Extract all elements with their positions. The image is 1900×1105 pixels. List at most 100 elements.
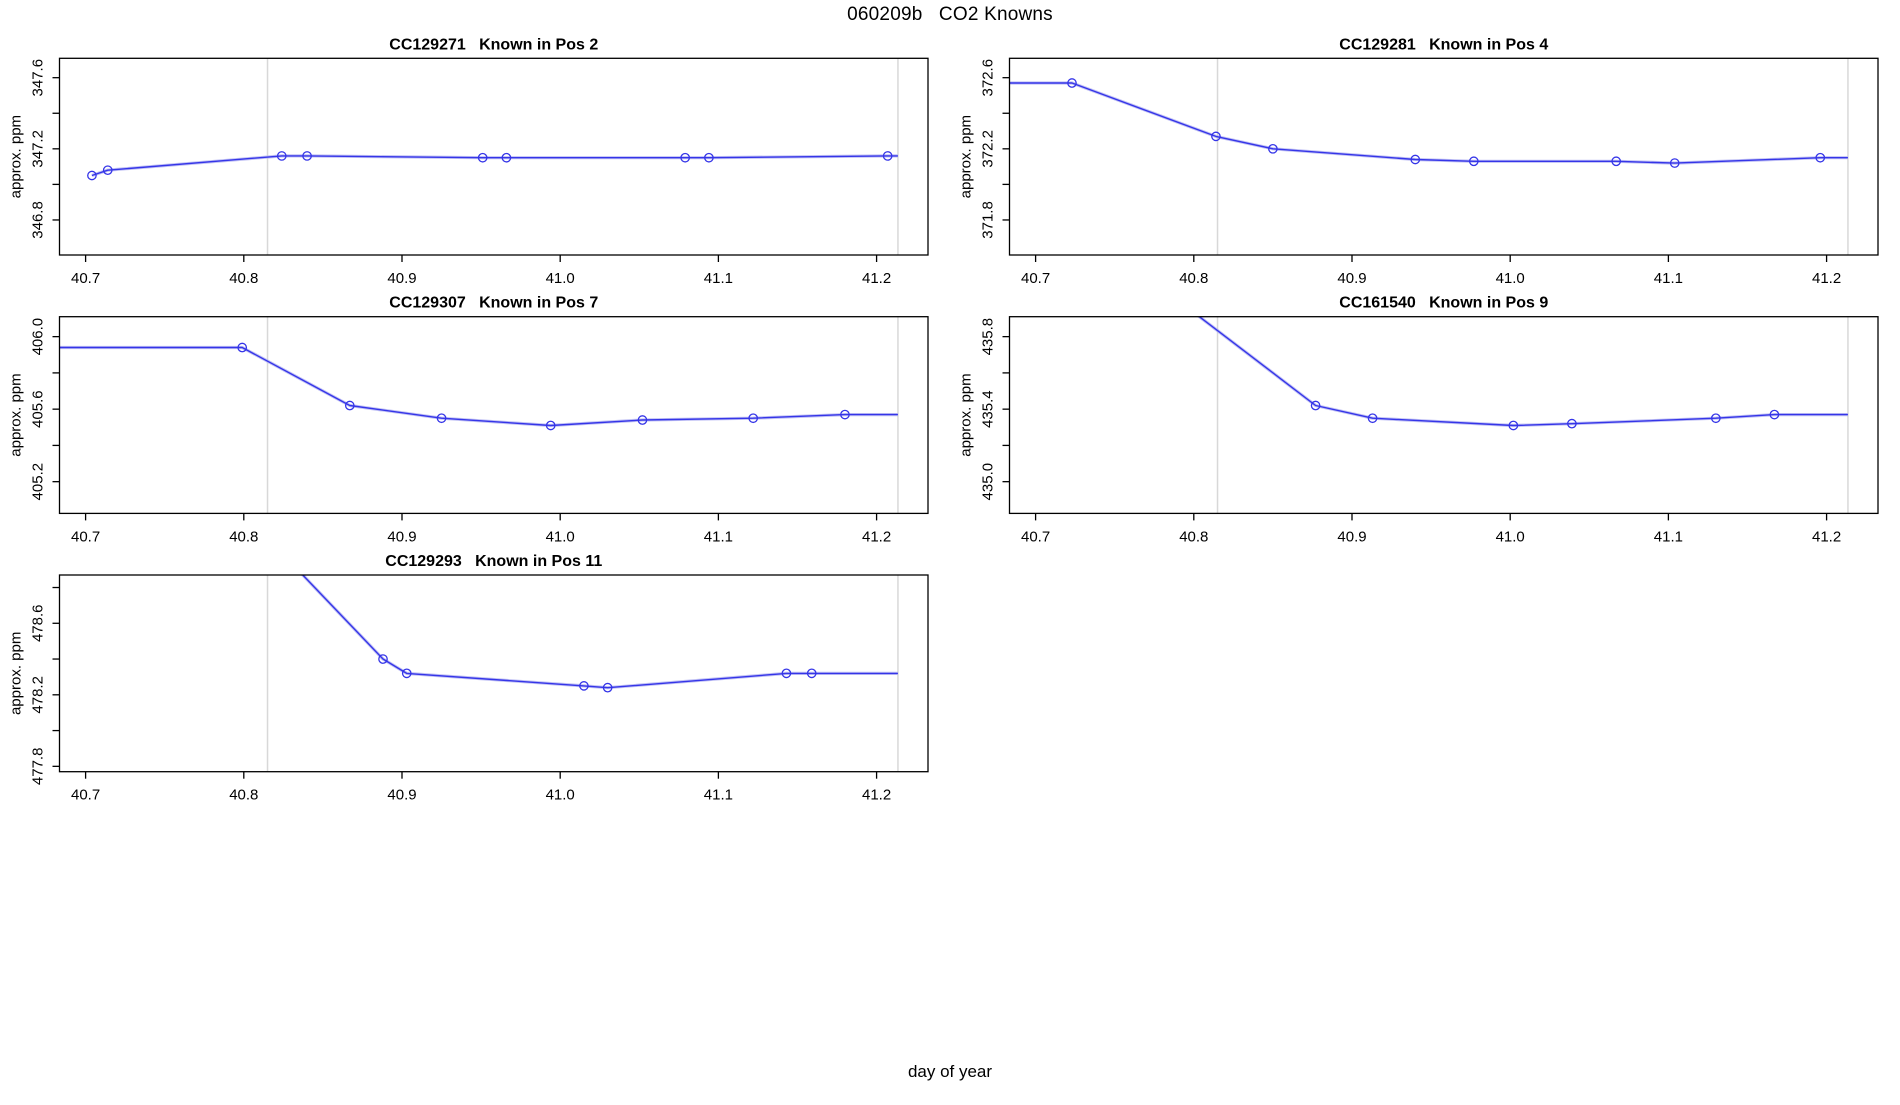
data-point: [501, 152, 512, 163]
data-point: [806, 668, 817, 679]
data-point: [882, 151, 893, 161]
plot-box: [1008, 57, 1879, 256]
plot-box: [1008, 316, 1879, 515]
x-tick-label: 41.0: [546, 270, 575, 287]
x-tick-label: 40.9: [1337, 270, 1366, 287]
x-tick-label: 40.8: [1179, 528, 1208, 545]
data-point: [1769, 409, 1780, 420]
plot-box: [58, 574, 929, 773]
x-tick-label: 41.1: [1654, 270, 1683, 287]
data-point: [1067, 78, 1077, 88]
data-point: [704, 152, 714, 163]
x-tick-label: 40.7: [1021, 270, 1050, 287]
data-point: [840, 409, 850, 420]
data-point: [1268, 143, 1278, 154]
data-point: [781, 668, 792, 679]
data-point: [102, 165, 113, 176]
x-axis-label: day of year: [907, 1062, 993, 1081]
x-tick-label: 41.1: [704, 270, 733, 287]
y-tick-label: 372.2: [980, 130, 997, 168]
data-line: [301, 575, 898, 689]
data-line-halo: [1009, 81, 1848, 165]
data-point: [1611, 156, 1622, 167]
data-point: [378, 654, 388, 664]
data-line: [91, 155, 898, 177]
data-line: [59, 346, 898, 427]
x-tick-label: 40.8: [229, 787, 258, 804]
data-line: [1198, 316, 1848, 427]
subplot-title: CC161540 Known in Pos 9: [1339, 295, 1548, 312]
subplot-CC129281: 40.7 40.8 40.9 41.0 41.1 41.2 371.8 372.2 372.6 a…: [958, 36, 1879, 287]
y-axis-label: approx. ppm: [8, 115, 25, 198]
data-point: [748, 413, 759, 424]
data-point: [1468, 156, 1479, 167]
x-tick-label: 40.8: [1179, 270, 1208, 287]
y-tick-label: 435.0: [980, 463, 997, 501]
data-point: [401, 668, 412, 679]
x-tick-label: 40.9: [387, 528, 416, 545]
plot-box: [58, 316, 929, 515]
y-axis-label: approx. ppm: [958, 115, 975, 198]
y-tick-label: 478.2: [30, 676, 47, 714]
data-point: [436, 413, 447, 424]
data-line-halo: [300, 575, 898, 690]
x-tick-label: 40.9: [387, 787, 416, 804]
subplot-CC129307: 40.7 40.8 40.9 41.0 41.1 41.2 405.2 405.6 406.0 a…: [8, 295, 929, 545]
y-tick-label: 372.6: [980, 59, 997, 97]
x-tick-label: 40.8: [229, 270, 258, 287]
data-line: [1009, 82, 1848, 164]
data-point: [1567, 418, 1577, 429]
data-point: [302, 151, 312, 161]
data-point: [680, 152, 691, 163]
subplot-title: CC129281 Known in Pos 4: [1339, 36, 1548, 53]
x-tick-label: 40.7: [1021, 528, 1050, 545]
data-point: [1508, 420, 1519, 431]
data-point: [1310, 400, 1321, 411]
data-point: [87, 170, 97, 181]
data-point: [237, 342, 248, 353]
data-point: [477, 152, 488, 163]
data-point: [1211, 131, 1221, 142]
x-tick-label: 41.1: [704, 787, 733, 804]
figure-title: 060209b CO2 Knowns: [847, 4, 1053, 25]
x-tick-label: 40.7: [71, 528, 100, 545]
data-point: [545, 420, 556, 431]
data-point: [1367, 413, 1378, 424]
y-axis-label: approx. ppm: [958, 373, 975, 456]
x-tick-label: 41.0: [546, 528, 575, 545]
data-point: [579, 681, 589, 691]
plot-box: [58, 57, 929, 256]
data-series: [1009, 78, 1848, 168]
y-axis-label: approx. ppm: [8, 632, 25, 715]
x-tick-label: 40.9: [1337, 528, 1366, 545]
data-line-halo: [59, 345, 898, 428]
data-point: [1815, 152, 1826, 163]
x-tick-label: 41.1: [704, 528, 733, 545]
subplot-title: CC129271 Known in Pos 2: [389, 36, 598, 53]
x-tick-label: 41.2: [862, 787, 891, 804]
x-tick-label: 41.2: [1812, 528, 1841, 545]
y-axis-label: approx. ppm: [8, 373, 25, 456]
y-tick-label: 371.8: [980, 201, 997, 239]
data-series: [87, 151, 898, 181]
data-line-halo: [1196, 316, 1848, 428]
data-series: [300, 575, 898, 693]
subplot-CC129293: 40.7 40.8 40.9 41.0 41.1 41.2 477.8 478.2 478.6 a…: [8, 553, 929, 804]
data-series: [59, 342, 898, 431]
x-tick-label: 41.2: [862, 528, 891, 545]
y-tick-label: 346.8: [30, 201, 47, 239]
y-tick-label: 347.6: [30, 59, 47, 97]
x-tick-label: 40.7: [71, 270, 100, 287]
data-point: [1410, 154, 1421, 165]
x-tick-label: 41.0: [1496, 528, 1525, 545]
y-tick-label: 405.2: [30, 463, 47, 501]
data-point: [1669, 158, 1680, 168]
y-tick-label: 406.0: [30, 318, 47, 356]
x-tick-label: 41.1: [1654, 528, 1683, 545]
data-point: [602, 682, 613, 693]
y-tick-label: 435.4: [980, 390, 997, 428]
x-tick-label: 41.2: [1812, 270, 1841, 287]
data-point: [276, 151, 287, 161]
